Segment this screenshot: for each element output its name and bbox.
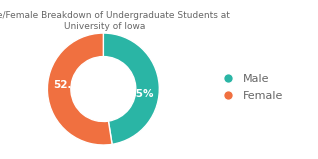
Wedge shape [47,33,112,145]
Wedge shape [103,33,159,144]
Text: 47.5%: 47.5% [118,89,154,99]
Legend: Male, Female: Male, Female [212,70,288,105]
Text: Male/Female Breakdown of Undergraduate Students at
University of Iowa: Male/Female Breakdown of Undergraduate S… [0,11,229,31]
Text: 52.5%: 52.5% [53,80,89,90]
